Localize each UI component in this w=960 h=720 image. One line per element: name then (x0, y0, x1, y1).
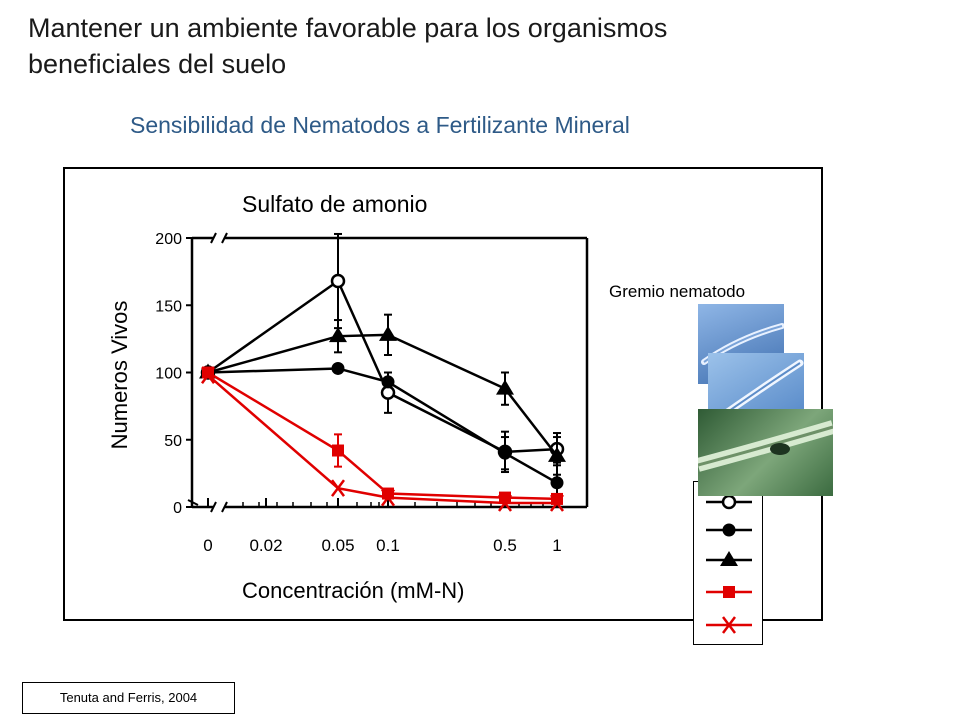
x-tick-label: 0.02 (249, 536, 282, 555)
y-tick-label: 150 (155, 298, 182, 315)
axis-break-y (187, 499, 199, 506)
y-axis-title: Numeros Vivos (107, 301, 132, 450)
legend-marker-4 (723, 586, 735, 598)
series-3-point (379, 325, 397, 341)
series-1-point (380, 385, 396, 400)
x-tick-label: 0 (203, 536, 212, 555)
x-axis-title: Concentración (mM-N) (242, 578, 465, 603)
y-tick-label: 50 (164, 433, 182, 450)
legend-title: Gremio nematodo (609, 282, 745, 301)
x-tick-label: 1 (552, 536, 561, 555)
series-4-point (332, 444, 344, 457)
legend-marker-2 (722, 523, 736, 537)
series-3-point (329, 327, 347, 343)
axis-break-bottom (210, 501, 228, 513)
y-tick-label: 100 (155, 366, 182, 383)
citation: Tenuta and Ferris, 2004 (22, 682, 235, 714)
series-3-point (496, 379, 514, 395)
y-tick-label: 200 (155, 231, 182, 248)
series-5-point (498, 494, 512, 512)
series-5-point (550, 494, 564, 512)
series-1-line (207, 279, 558, 454)
series-5-point (201, 366, 215, 384)
legend-marker-3 (720, 551, 738, 566)
series-1-point (330, 273, 346, 289)
x-tick-label: 0.1 (376, 536, 400, 555)
x-tick-label: 0.05 (321, 536, 354, 555)
series-2-point (381, 375, 395, 389)
y-tick-label: 0 (173, 500, 182, 517)
chart-title: Sulfato de amonio (242, 191, 427, 217)
series-2-point (550, 476, 564, 490)
legend-marker-1 (721, 494, 737, 510)
legend-marker-5 (722, 616, 736, 634)
x-tick-label: 0.5 (493, 536, 517, 555)
nematode-photo-3 (698, 409, 833, 496)
slide-subtitle: Sensibilidad de Nematodos a Fertilizante… (130, 112, 630, 138)
axis-break-top (210, 232, 228, 244)
slide-title: Mantener un ambiente favorable para los … (28, 13, 668, 79)
series-3-point (548, 446, 566, 462)
chart: 0 50 100 150 200 0 0.02 0.05 0.1 0.5 1 Sulfato de a… (107, 191, 745, 603)
legend-markers (706, 494, 752, 634)
chart-frame: 0 50 100 150 200 0 0.02 0.05 0.1 0.5 1 Sulfato de a… (63, 167, 833, 645)
series-2-point (331, 361, 345, 375)
legend (693, 481, 763, 645)
series-5-point (331, 479, 345, 497)
series-2-point (498, 446, 512, 460)
series-5-point (381, 488, 395, 507)
